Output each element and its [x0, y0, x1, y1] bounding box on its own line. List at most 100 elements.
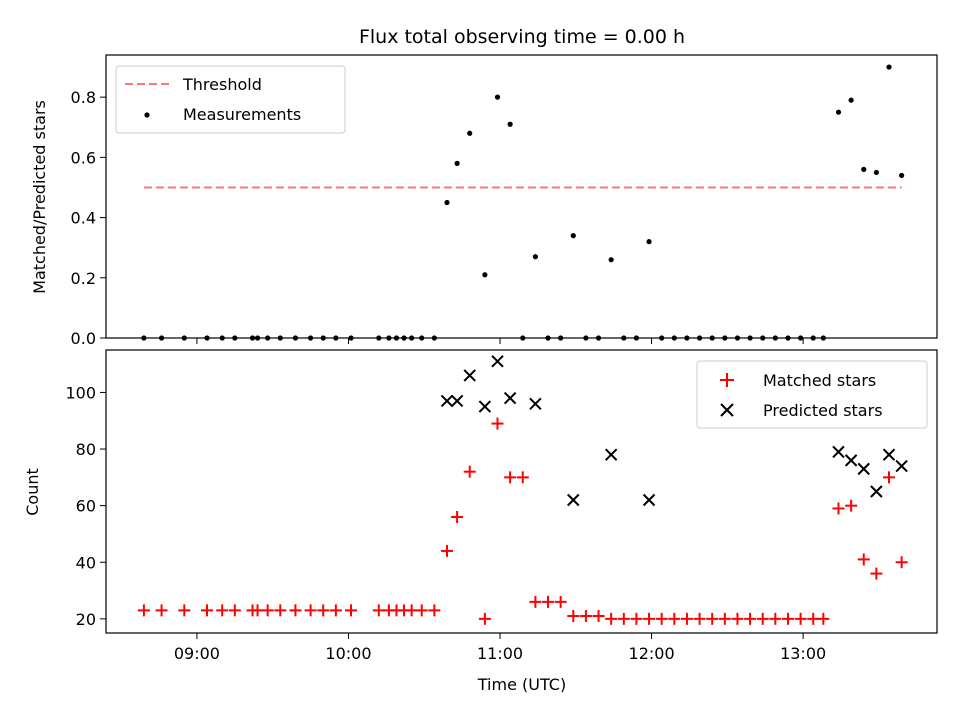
matched-star-point — [178, 604, 191, 617]
matched-star-point — [317, 604, 330, 617]
predicted-star-point — [567, 493, 580, 507]
predicted-star-point — [478, 400, 492, 413]
matched-star-point — [228, 604, 241, 617]
predicted-star-point — [882, 448, 896, 461]
matched-star-point — [756, 612, 769, 625]
matched-star-point — [794, 612, 807, 625]
matched-star-point — [529, 595, 542, 608]
bottom-legend-box — [696, 360, 928, 429]
matched-star-point — [807, 612, 820, 625]
top-y-axis: 0.0 0.2 0.4 0.6 0.8 — [71, 88, 106, 348]
matched-star-point — [706, 612, 719, 625]
matched-star-point — [542, 595, 555, 608]
predicted-star-point — [450, 394, 464, 408]
top-y-tick-label: 0.6 — [71, 148, 96, 167]
predicted-star-point — [857, 462, 870, 476]
measurement-point — [454, 160, 460, 166]
bottom-y-tick-label: 60 — [76, 497, 96, 516]
matched-star-point — [693, 612, 706, 625]
legend-predicted-label: Predicted stars — [763, 401, 883, 420]
top-y-axis-label: Matched/Predicted stars — [30, 100, 49, 294]
matched-star-point — [668, 612, 681, 625]
matched-star-point — [516, 471, 529, 484]
matched-star-point — [216, 604, 229, 617]
matched-star-point — [769, 612, 782, 625]
matched-star-point — [870, 567, 883, 580]
measurement-point — [608, 257, 614, 263]
legend-measurements-label: Measurements — [183, 105, 301, 124]
matched-star-point — [428, 604, 441, 617]
measurement-point — [444, 199, 450, 206]
matched-star-point — [554, 595, 567, 608]
matched-star-point — [251, 604, 264, 617]
bottom-axes-frame — [105, 349, 938, 634]
matched-star-point — [781, 612, 794, 625]
x-axis-label: Time (UTC) — [477, 675, 566, 694]
matched-star-point — [731, 612, 744, 625]
matched-star-point — [451, 510, 464, 523]
predicted-star-point — [503, 391, 517, 405]
measurement-point — [532, 254, 538, 260]
matched-star-point — [643, 612, 656, 625]
matched-star-point — [567, 610, 580, 623]
measurement-point — [507, 121, 513, 127]
measurement-point — [873, 169, 879, 176]
measurement-point — [835, 109, 842, 115]
predicted-star-point — [642, 493, 656, 507]
matched-star-point — [857, 553, 870, 566]
matched-star-point — [718, 612, 731, 625]
predicted-star-point — [529, 397, 542, 410]
matched-star-point — [289, 604, 302, 617]
legend-matched-label: Matched stars — [763, 371, 876, 390]
matched-star-point — [478, 612, 491, 625]
top-legend: Threshold Measurements — [115, 65, 346, 134]
matched-star-point — [201, 604, 214, 617]
matched-star-point — [680, 612, 693, 625]
matched-star-point — [405, 604, 418, 617]
matched-star-point — [415, 604, 428, 617]
legend-measurements-swatch — [144, 112, 150, 118]
measurement-point — [494, 94, 501, 100]
matched-star-point — [605, 612, 618, 625]
x-tick-label: 10:00 — [325, 644, 371, 663]
bottom-y-tick-label: 40 — [76, 553, 96, 572]
top-y-tick-label: 0.4 — [71, 209, 96, 228]
measurement-point — [886, 64, 892, 70]
top-y-tick-label: 0.8 — [71, 88, 96, 107]
bottom-y-axis: 20 40 60 80 100 — [65, 383, 106, 629]
matched-star-point — [261, 604, 274, 617]
x-tick-label: 11:00 — [477, 644, 523, 663]
x-tick-label: 13:00 — [780, 644, 826, 663]
matched-star-point — [579, 610, 592, 623]
matched-star-point — [617, 612, 630, 625]
matched-star-point — [274, 604, 287, 617]
x-tick-label: 12:00 — [629, 644, 675, 663]
matched-star-point — [832, 502, 845, 515]
bottom-plot-area — [137, 355, 908, 625]
bottom-x-axis: 09:00 10:00 11:00 12:00 13:00 — [174, 633, 826, 663]
measurement-point — [899, 172, 905, 179]
predicted-star-point — [895, 459, 908, 473]
measurement-point — [467, 130, 473, 136]
bottom-y-axis-label: Count — [23, 468, 42, 516]
measurement-point — [646, 239, 652, 245]
matched-star-point — [137, 604, 150, 617]
x-tick-label: 09:00 — [174, 644, 220, 663]
bottom-y-tick-label: 20 — [76, 610, 96, 629]
measurement-point — [482, 272, 488, 278]
matched-star-point — [817, 612, 830, 625]
top-legend-box — [115, 65, 346, 134]
matched-star-point — [895, 556, 908, 569]
matched-star-point — [345, 604, 358, 617]
predicted-star-point — [870, 485, 883, 498]
bottom-legend: Matched stars Predicted stars — [696, 360, 928, 429]
matched-star-point — [630, 612, 643, 625]
legend-threshold-label: Threshold — [182, 75, 262, 94]
predicted-star-point — [604, 448, 618, 461]
measurement-point — [848, 97, 854, 103]
matched-star-point — [845, 499, 858, 512]
matched-star-point — [655, 612, 668, 625]
matched-star-point — [883, 471, 896, 484]
measurement-point — [861, 166, 867, 173]
